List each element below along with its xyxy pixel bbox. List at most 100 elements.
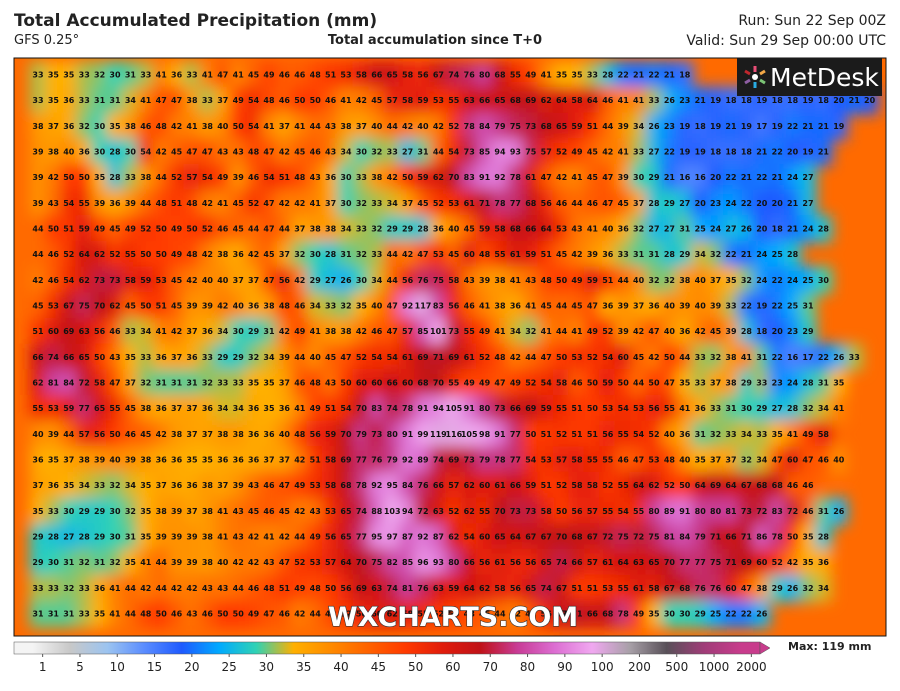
field-cell bbox=[475, 163, 494, 192]
field-cell bbox=[44, 420, 63, 449]
precip-value: 52 bbox=[479, 353, 490, 362]
precip-value: 77 bbox=[356, 456, 367, 465]
field-cell bbox=[75, 215, 93, 243]
precip-value: 87 bbox=[433, 533, 444, 542]
field-cell bbox=[152, 471, 170, 500]
precip-value: 35 bbox=[695, 456, 707, 465]
precip-value: 26 bbox=[664, 96, 676, 105]
precip-value: 36 bbox=[63, 122, 75, 131]
field-cell bbox=[814, 446, 833, 474]
precip-value: 35 bbox=[802, 558, 814, 567]
precip-value: 35 bbox=[63, 71, 75, 80]
field-cell bbox=[214, 189, 232, 218]
precip-value: 30 bbox=[818, 276, 830, 285]
field-cell bbox=[522, 394, 540, 423]
precip-value: 70 bbox=[556, 533, 568, 542]
precip-value: 46 bbox=[279, 71, 291, 80]
precip-value: 32 bbox=[710, 430, 721, 439]
field-cell bbox=[29, 317, 47, 346]
precip-value: 47 bbox=[802, 456, 813, 465]
field-cell bbox=[337, 215, 355, 243]
precip-value: 32 bbox=[802, 404, 813, 413]
field-cell bbox=[552, 240, 571, 269]
precip-value: 24 bbox=[787, 173, 799, 182]
field-cell bbox=[29, 523, 47, 551]
precip-value: 38 bbox=[325, 225, 337, 234]
field-cell bbox=[75, 523, 93, 551]
field-cell bbox=[275, 266, 294, 295]
field-cell bbox=[737, 574, 756, 603]
precip-value: 48 bbox=[263, 96, 275, 105]
precip-value: 45 bbox=[618, 199, 630, 208]
precip-value: 55 bbox=[510, 71, 522, 80]
precip-value: 35 bbox=[725, 276, 737, 285]
field-cell bbox=[783, 574, 802, 603]
field-cell bbox=[383, 86, 401, 115]
precip-value: 21 bbox=[741, 173, 753, 182]
precip-value: 36 bbox=[171, 456, 183, 465]
precip-value: 37 bbox=[294, 225, 305, 234]
precip-value: 56 bbox=[356, 610, 368, 619]
precip-value: 33 bbox=[125, 327, 136, 336]
field-cell bbox=[814, 497, 833, 526]
precip-value: 49 bbox=[217, 173, 229, 182]
field-cell bbox=[522, 163, 540, 192]
precip-value: 28 bbox=[664, 250, 676, 259]
field-cell bbox=[753, 548, 771, 577]
precip-value: 27 bbox=[772, 404, 783, 413]
precip-value: 66 bbox=[464, 558, 476, 567]
precip-value: 45 bbox=[587, 173, 599, 182]
precip-value: 50 bbox=[217, 610, 229, 619]
precip-value: 48 bbox=[294, 430, 306, 439]
field-cell bbox=[60, 600, 78, 628]
precip-value: 60 bbox=[464, 250, 476, 259]
precip-value: 49 bbox=[233, 96, 245, 105]
precip-value: 34 bbox=[387, 199, 399, 208]
field-cell bbox=[29, 215, 47, 243]
field-cell bbox=[383, 61, 401, 89]
precip-value: 37 bbox=[125, 379, 136, 388]
field-cell bbox=[414, 240, 432, 269]
field-cell bbox=[29, 600, 47, 628]
precip-value: 22 bbox=[772, 276, 783, 285]
precip-value: 44 bbox=[32, 250, 44, 259]
field-cell bbox=[291, 548, 309, 577]
field-cell bbox=[275, 138, 294, 166]
precip-value: 40 bbox=[417, 122, 429, 131]
precip-value: 41 bbox=[618, 148, 630, 157]
precip-value: 41 bbox=[140, 96, 152, 105]
field-cell bbox=[352, 266, 371, 295]
precip-value: 81 bbox=[664, 533, 676, 542]
precip-value: 40 bbox=[32, 430, 44, 439]
field-cell bbox=[60, 497, 78, 526]
precip-value: 47 bbox=[340, 353, 351, 362]
field-cell bbox=[783, 112, 802, 141]
field-cell bbox=[537, 497, 555, 526]
field-cell bbox=[321, 215, 340, 243]
field-cell bbox=[291, 138, 309, 166]
max-label: Max: 119 mm bbox=[788, 640, 871, 653]
field-cell bbox=[121, 240, 140, 269]
precip-value: 50 bbox=[156, 610, 168, 619]
precip-value: 36 bbox=[48, 481, 60, 490]
field-cell bbox=[737, 163, 756, 192]
precip-value: 35 bbox=[679, 379, 691, 388]
field-cell bbox=[60, 523, 78, 551]
precip-value: 28 bbox=[109, 148, 121, 157]
field-cell bbox=[106, 600, 124, 628]
field-cell bbox=[306, 138, 324, 166]
field-cell bbox=[506, 215, 525, 243]
precip-value: 33 bbox=[325, 302, 336, 311]
precip-value: 40 bbox=[371, 122, 383, 131]
field-cell bbox=[537, 292, 555, 320]
precip-value: 46 bbox=[310, 148, 322, 157]
field-cell bbox=[753, 600, 771, 628]
precip-value: 36 bbox=[233, 456, 245, 465]
precip-value: 48 bbox=[479, 250, 491, 259]
precip-value: 19 bbox=[772, 122, 784, 131]
field-cell bbox=[491, 574, 509, 603]
field-cell bbox=[645, 497, 663, 526]
field-cell bbox=[75, 548, 93, 577]
field-cell bbox=[599, 215, 617, 243]
